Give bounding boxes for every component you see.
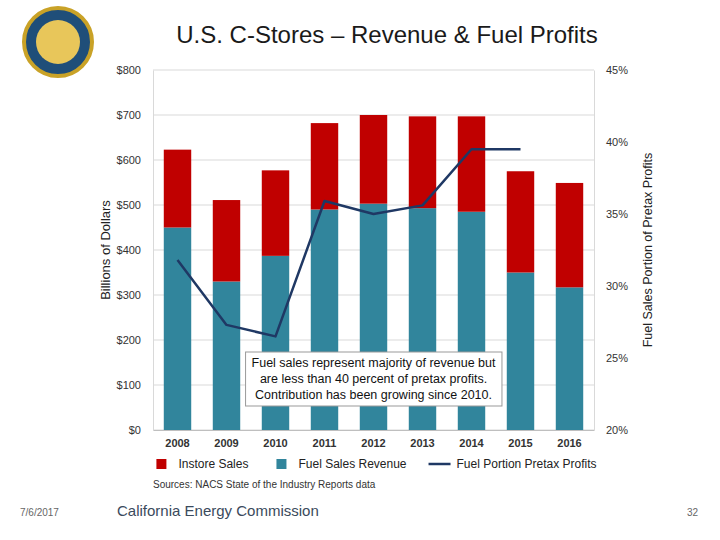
x-tick-label: 2011 bbox=[313, 437, 337, 449]
logo bbox=[24, 8, 92, 76]
x-tick-label: 2014 bbox=[459, 437, 484, 449]
y-tick: $600 bbox=[117, 154, 153, 166]
legend-item: Fuel Portion Pretax Profits bbox=[429, 457, 597, 471]
bar bbox=[311, 123, 338, 209]
x-tick: 2010 bbox=[263, 430, 287, 449]
y2-axis: 20% 25% 30% 35% 40% 45% bbox=[594, 64, 628, 436]
logo-ring bbox=[24, 8, 92, 76]
annotation-box bbox=[246, 352, 502, 406]
y2-tick: 35% bbox=[594, 208, 628, 220]
y-tick: $500 bbox=[117, 199, 153, 211]
chart-container: U.S. C-Stores – Revenue & Fuel Profits 20… bbox=[0, 0, 720, 540]
legend-label: Fuel Sales Revenue bbox=[298, 457, 406, 471]
y2-tick: 20% bbox=[594, 424, 628, 436]
y2-tick: 45% bbox=[594, 64, 628, 76]
y-tick-label: $800 bbox=[117, 64, 141, 76]
bar bbox=[507, 273, 534, 431]
y2-tick-label: 35% bbox=[606, 208, 628, 220]
legend-label: Instore Sales bbox=[178, 457, 248, 471]
legend: Instore Sales Fuel Sales Revenue Fuel Port… bbox=[156, 457, 596, 471]
y-axis: $0 $100 $200 $300 $400 $500 $600 $700 $800 bbox=[117, 64, 154, 436]
y-tick-label: $100 bbox=[117, 379, 141, 391]
y2-tick-label: 45% bbox=[606, 64, 628, 76]
annotation-text: Fuel sales represent majority of revenue… bbox=[252, 356, 496, 402]
chart-svg: U.S. C-Stores – Revenue & Fuel Profits 20… bbox=[0, 0, 720, 540]
y2-tick: 25% bbox=[594, 352, 628, 364]
footer-page: 32 bbox=[687, 507, 699, 518]
y-tick-label: $700 bbox=[117, 109, 141, 121]
source: Sources: NACS State of the Industry Repo… bbox=[153, 479, 376, 490]
y-tick: $100 bbox=[117, 379, 153, 391]
x-tick-label: 2009 bbox=[214, 437, 238, 449]
y2-tick-label: 30% bbox=[606, 280, 628, 292]
legend-label: Fuel Portion Pretax Profits bbox=[457, 457, 597, 471]
x-tick: 2008 bbox=[165, 430, 189, 449]
y2-tick: 40% bbox=[594, 136, 628, 148]
marks bbox=[164, 115, 583, 430]
legend-swatch bbox=[429, 463, 451, 466]
y-tick-label: $500 bbox=[117, 199, 141, 211]
x-tick: 2016 bbox=[557, 430, 581, 449]
x-tick-label: 2013 bbox=[410, 437, 434, 449]
grid bbox=[153, 70, 594, 430]
x-axis: 2008 2009 2010 2011 2012 2013 2014 2015 2016 bbox=[154, 430, 595, 449]
title: U.S. C-Stores – Revenue & Fuel Profits bbox=[176, 21, 598, 48]
footer-organization: California Energy Commission bbox=[117, 502, 319, 519]
annotation-line: Contribution has been growing since 2010… bbox=[255, 388, 492, 402]
y-tick: $700 bbox=[117, 109, 153, 121]
bar bbox=[556, 287, 583, 430]
y-tick-label: $600 bbox=[117, 154, 141, 166]
y-axis-title: Billions of Dollars bbox=[98, 200, 113, 300]
legend-swatch bbox=[156, 459, 166, 469]
bar bbox=[556, 183, 583, 287]
footer-date: 7/6/2017 bbox=[20, 507, 59, 518]
bar-series bbox=[164, 115, 583, 287]
y2-tick-label: 40% bbox=[606, 136, 628, 148]
y2-axis-line bbox=[594, 71, 595, 431]
x-tick: 2015 bbox=[508, 430, 532, 449]
legend-swatch bbox=[276, 459, 286, 469]
bar bbox=[164, 228, 191, 431]
line bbox=[178, 149, 521, 336]
x-tick-label: 2015 bbox=[508, 437, 532, 449]
x-tick-label: 2016 bbox=[557, 437, 581, 449]
bar bbox=[507, 171, 534, 272]
y-tick: $0 bbox=[129, 424, 153, 436]
x-tick: 2014 bbox=[459, 430, 484, 449]
y2-tick-label: 20% bbox=[606, 424, 628, 436]
grid-line bbox=[153, 70, 594, 71]
annotation-line: are less than 40 percent of pretax profi… bbox=[260, 372, 487, 386]
y-tick: $800 bbox=[117, 64, 153, 76]
y2-tick: 30% bbox=[594, 280, 628, 292]
y-tick: $200 bbox=[117, 334, 153, 346]
x-axis-line bbox=[154, 430, 595, 431]
y-tick-label: $200 bbox=[117, 334, 141, 346]
legend-item: Instore Sales bbox=[156, 457, 248, 471]
bar bbox=[213, 200, 240, 281]
y-tick-label: $400 bbox=[117, 244, 141, 256]
y2-tick-label: 25% bbox=[606, 352, 628, 364]
x-tick-label: 2010 bbox=[263, 437, 287, 449]
bar bbox=[262, 170, 289, 256]
bar bbox=[213, 282, 240, 431]
y-tick: $400 bbox=[117, 244, 153, 256]
annotation-line: Fuel sales represent majority of revenue… bbox=[252, 356, 496, 370]
y-tick-label: $0 bbox=[129, 424, 141, 436]
x-tick-label: 2008 bbox=[165, 437, 189, 449]
y-tick: $300 bbox=[117, 289, 153, 301]
bar bbox=[458, 116, 485, 211]
x-tick: 2011 bbox=[313, 430, 337, 449]
y-tick-label: $300 bbox=[117, 289, 141, 301]
y-axis-line bbox=[153, 71, 154, 431]
annotation: Fuel sales represent majority of revenue… bbox=[246, 352, 502, 406]
y2-axis-title: Fuel Sales Portion of Pretax Profits bbox=[641, 153, 655, 348]
bar bbox=[360, 115, 387, 204]
x-tick: 2012 bbox=[361, 430, 385, 449]
x-tick-label: 2012 bbox=[361, 437, 385, 449]
x-tick: 2009 bbox=[214, 430, 238, 449]
x-tick: 2013 bbox=[410, 430, 434, 449]
bar bbox=[164, 150, 191, 228]
logo-center bbox=[36, 20, 80, 64]
legend-item: Fuel Sales Revenue bbox=[276, 457, 406, 471]
